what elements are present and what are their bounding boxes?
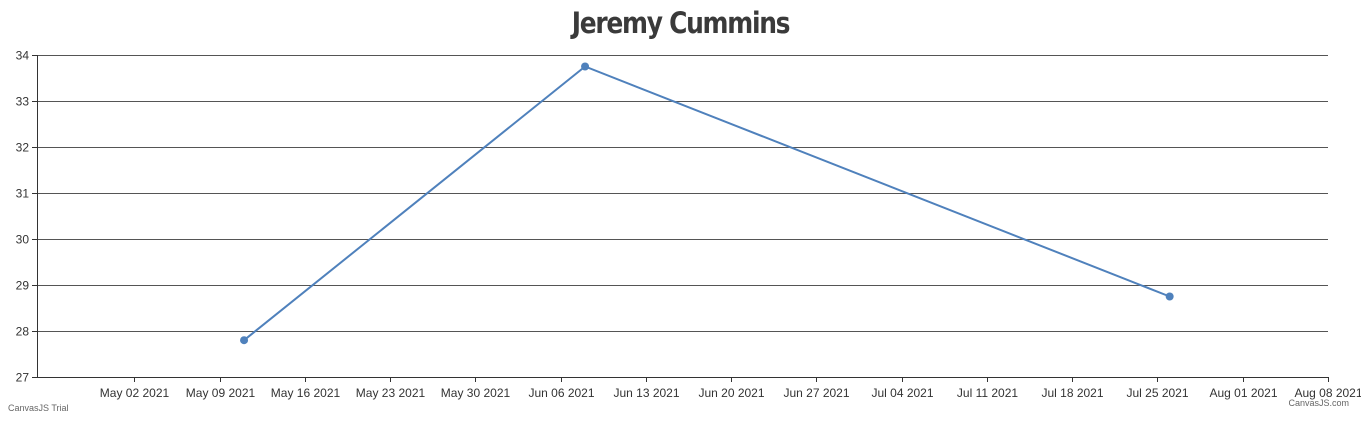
credit-right: CanvasJS.com (1288, 398, 1349, 408)
y-tick-label: 31 (16, 187, 30, 201)
y-tick-label: 29 (16, 279, 30, 293)
y-tick-label: 28 (16, 325, 30, 339)
chart-title: Jeremy Cummins (571, 6, 791, 40)
y-tick-label: 33 (16, 95, 30, 109)
series-line (243, 65, 1171, 341)
x-tick-label: Jun 27 2021 (783, 386, 849, 400)
data-point (581, 62, 590, 71)
y-tick-label: 32 (16, 141, 30, 155)
x-tick-label: Aug 01 2021 (1209, 386, 1277, 400)
x-tick-label: Jul 25 2021 (1126, 386, 1188, 400)
x-tick-label: Jul 11 2021 (957, 386, 1018, 400)
x-tick-label: May 09 2021 (186, 386, 256, 400)
x-tick-label: Jul 04 2021 (871, 386, 933, 400)
data-point (240, 336, 249, 345)
x-tick-label: Jun 13 2021 (613, 386, 679, 400)
data-point (1165, 292, 1174, 301)
x-tick-label: Jun 06 2021 (528, 386, 594, 400)
x-tick-label: May 23 2021 (356, 386, 426, 400)
x-tick-label: May 16 2021 (271, 386, 341, 400)
credit-left: CanvasJS Trial (8, 403, 69, 413)
y-tick-label: 34 (16, 49, 30, 63)
x-tick-label: May 02 2021 (100, 386, 170, 400)
x-tick-label: May 30 2021 (441, 386, 511, 400)
x-tick-label: Aug 08 2021 (1294, 386, 1361, 400)
x-tick-label: Jun 20 2021 (698, 386, 764, 400)
y-tick-label: 27 (16, 371, 30, 385)
y-tick-label: 30 (16, 233, 30, 247)
x-tick-label: Jul 18 2021 (1041, 386, 1103, 400)
